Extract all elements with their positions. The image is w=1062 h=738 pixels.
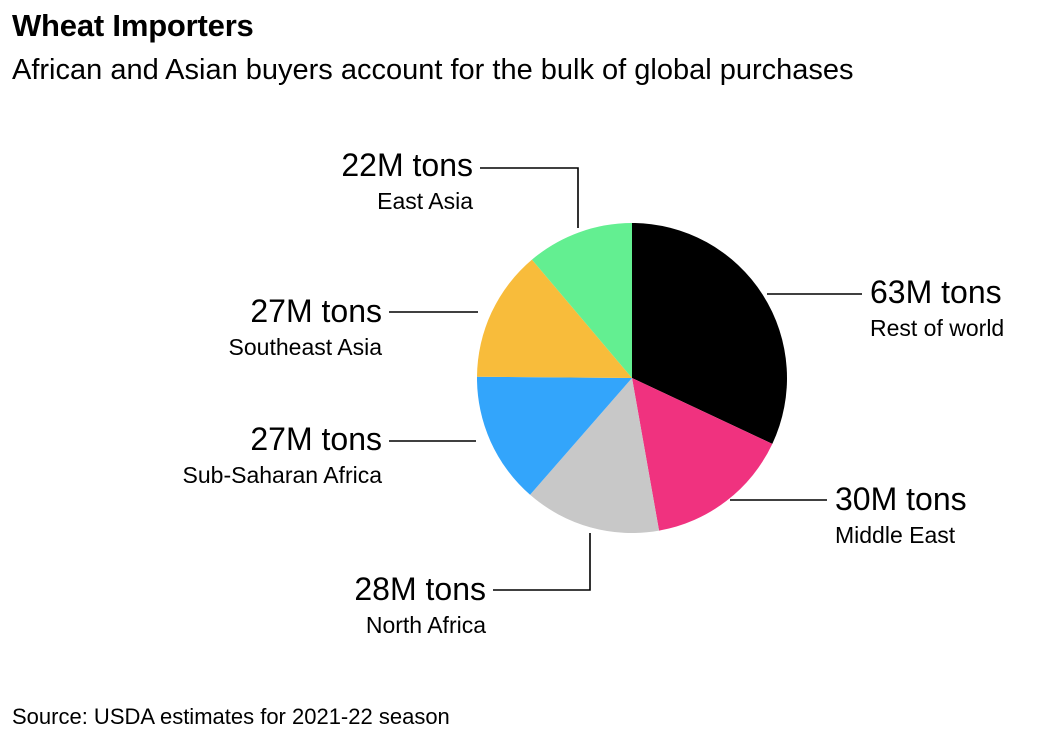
slice-name-label-middle-east: Middle East (835, 522, 956, 548)
chart-title: Wheat Importers (12, 8, 254, 43)
pie-slice-middle-east (632, 378, 773, 531)
slice-value-label-rest-of-world: 63M tons (870, 274, 1002, 310)
leader-line-east-asia (480, 167, 579, 228)
slice-name-label-rest-of-world: Rest of world (870, 315, 1004, 341)
slice-name-label-north-africa: North Africa (366, 612, 486, 638)
source-note: Source: USDA estimates for 2021-22 seaso… (12, 704, 450, 729)
slice-value-label-middle-east: 30M tons (835, 481, 967, 517)
chart-subtitle: African and Asian buyers account for the… (12, 54, 854, 86)
pie-slice-north-africa (530, 378, 660, 533)
pie-slice-sub-saharan-africa (476, 376, 632, 495)
pie-slice-rest-of-world (632, 223, 787, 444)
leader-lines (389, 167, 862, 591)
slice-name-label-sub-saharan-africa: Sub-Saharan Africa (183, 462, 383, 488)
slice-value-label-east-asia: 22M tons (341, 147, 473, 183)
slice-value-label-southeast-asia: 27M tons (250, 293, 382, 329)
pie-slices (476, 223, 787, 533)
pie-slice-southeast-asia (477, 259, 632, 378)
pie-slice-east-asia (531, 223, 632, 378)
leader-line-north-africa (493, 533, 591, 591)
slice-name-label-southeast-asia: Southeast Asia (229, 334, 383, 360)
slice-name-label-east-asia: East Asia (377, 188, 473, 214)
slice-value-label-north-africa: 28M tons (354, 571, 486, 607)
slice-labels: 63M tons Rest of world 30M tons Middle East… (183, 147, 1005, 638)
slice-value-label-sub-saharan-africa: 27M tons (250, 421, 382, 457)
